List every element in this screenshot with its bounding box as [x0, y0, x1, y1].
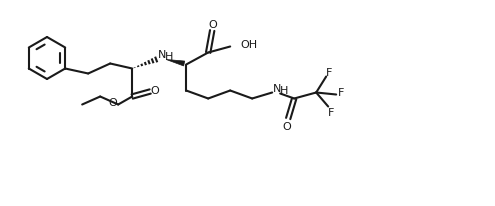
- Text: N: N: [273, 84, 281, 94]
- Text: N: N: [158, 49, 166, 59]
- Text: H: H: [165, 51, 173, 61]
- Text: O: O: [283, 121, 292, 131]
- Text: O: O: [209, 19, 218, 29]
- Text: O: O: [109, 98, 117, 108]
- Text: OH: OH: [240, 40, 257, 50]
- Polygon shape: [166, 60, 185, 67]
- Text: F: F: [338, 88, 345, 98]
- Text: F: F: [328, 108, 335, 118]
- Text: O: O: [151, 86, 159, 96]
- Text: F: F: [326, 68, 332, 78]
- Text: H: H: [280, 86, 289, 96]
